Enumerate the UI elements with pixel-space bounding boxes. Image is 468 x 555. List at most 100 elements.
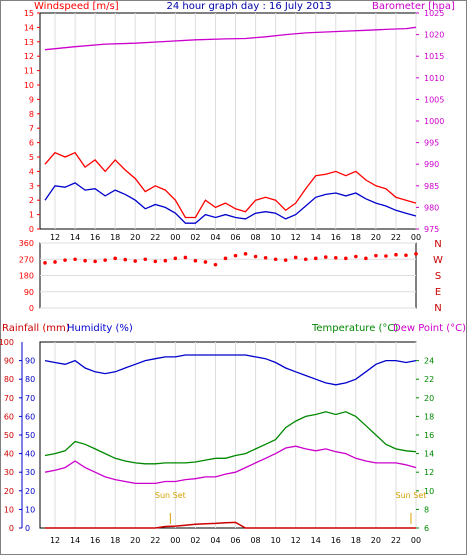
bottom-x-tick: 04 xyxy=(210,536,220,545)
temperature-axis-label: Temperature (°C) xyxy=(311,323,398,334)
bottom-x-tick: 18 xyxy=(110,536,120,545)
direction-point xyxy=(103,258,107,262)
bottom-x-tick: 18 xyxy=(351,536,361,545)
bottom-x-tick: 22 xyxy=(391,536,401,545)
wind-x-tick: 22 xyxy=(150,233,160,242)
direction-point xyxy=(364,256,368,261)
wind-series-2-line xyxy=(44,26,417,51)
humidity-tick: 80 xyxy=(25,375,35,384)
direction-point xyxy=(43,261,47,265)
humidity-tick: 90 xyxy=(25,357,35,366)
direction-point xyxy=(213,262,218,267)
bottom-x-tick: 20 xyxy=(371,536,381,545)
bottom-x-tick: 10 xyxy=(271,536,281,545)
rainfall-tick: 90 xyxy=(4,357,14,366)
wind-x-tick: 12 xyxy=(50,233,60,242)
windspeed-tick: 14 xyxy=(24,23,34,32)
windspeed-tick: 13 xyxy=(24,38,34,47)
direction-point xyxy=(233,253,238,258)
barometer-tick: 990 xyxy=(424,160,439,169)
direction-point xyxy=(243,252,248,256)
bottom-x-tick: 12 xyxy=(291,536,301,545)
direction-point xyxy=(283,258,288,262)
temperature-tick: 14 xyxy=(424,450,434,459)
barometer-tick: 1020 xyxy=(424,31,444,40)
direction-point xyxy=(253,254,258,259)
wind-x-tick: 02 xyxy=(190,233,200,242)
windspeed-tick: 5 xyxy=(29,153,34,162)
temperature-tick: 16 xyxy=(424,431,434,440)
bottom-x-tick: 12 xyxy=(50,536,60,545)
humidity-tick: 20 xyxy=(25,487,35,496)
barometer-tick: 1010 xyxy=(424,74,444,83)
rainfall-tick: 50 xyxy=(4,431,14,440)
windspeed-tick: 11 xyxy=(24,67,34,76)
bottom-x-tick: 16 xyxy=(90,536,100,545)
humidity-tick: 30 xyxy=(25,468,35,477)
barometer-tick: 1000 xyxy=(424,117,444,126)
direction-tick-labels: 0 90 180 270 360 xyxy=(19,239,34,313)
direction-point xyxy=(333,256,338,260)
compass-label: S xyxy=(435,271,441,282)
temperature-tick: 22 xyxy=(424,375,434,384)
wind-x-tick: 00 xyxy=(170,233,180,242)
wind-x-tick: 16 xyxy=(331,233,341,242)
direction-point xyxy=(293,255,298,260)
windspeed-tick: 15 xyxy=(24,9,34,18)
windspeed-tick: 6 xyxy=(29,139,34,148)
rainfall-tick: 40 xyxy=(4,450,14,459)
direction-point xyxy=(73,257,77,262)
wind-x-tick: 18 xyxy=(110,233,120,242)
direction-point xyxy=(414,252,418,256)
bottom-x-tick: 14 xyxy=(311,536,321,545)
windspeed-tick: 0 xyxy=(29,225,34,234)
wind-x-tick: 00 xyxy=(411,233,421,242)
wind-series-1-line xyxy=(44,182,417,224)
humidity-line xyxy=(44,354,417,386)
humidity-axis-label: Humidity (%) xyxy=(67,323,133,334)
direction-point xyxy=(303,257,308,262)
barometer-tick: 1015 xyxy=(424,52,444,61)
direction-point xyxy=(273,257,278,262)
rainfall-tick: 100 xyxy=(0,338,14,347)
bottom-x-tick: 06 xyxy=(230,536,240,545)
bottom-x-tick: 02 xyxy=(190,536,200,545)
direction-point xyxy=(223,256,228,261)
direction-point xyxy=(63,258,67,262)
bottom-x-tick: 08 xyxy=(250,536,260,545)
humidity-tick: 0 xyxy=(25,524,30,533)
wind-x-tick-labels: 12 14 16 18 20 22 00 02 04 06 08 10 12 14 16 18 20 22 00 xyxy=(50,233,421,242)
windspeed-tick: 8 xyxy=(29,110,34,119)
temperature-line xyxy=(44,411,417,465)
rainfall-tick: 0 xyxy=(9,524,14,533)
temperature-tick: 8 xyxy=(424,505,429,514)
barometer-axis-label: Barometer [hpa] xyxy=(372,1,455,12)
direction-point xyxy=(93,259,97,264)
sunset-label: Sun Set xyxy=(155,491,186,500)
wind-x-tick: 22 xyxy=(391,233,401,242)
windspeed-tick: 10 xyxy=(24,81,34,90)
direction-point xyxy=(183,255,188,260)
bottom-x-tick-labels: 12 14 16 18 20 22 00 02 04 06 08 10 12 14 16 18 20 22 00 xyxy=(50,536,421,545)
direction-tick: 90 xyxy=(24,288,34,297)
humidity-tick: 50 xyxy=(25,431,35,440)
rainfall-tick-labels: 0 10 20 30 40 50 60 70 80 90 100 xyxy=(0,338,14,533)
direction-point xyxy=(173,256,178,261)
compass-label: E xyxy=(435,287,441,298)
rainfall-tick: 70 xyxy=(4,394,14,403)
rainfall-axis-label: Rainfall (mm) xyxy=(2,323,70,334)
dew-point-line xyxy=(44,445,417,485)
graph-title: 24 hour graph day : 16 July 2013 xyxy=(166,1,331,12)
wind-x-tick: 20 xyxy=(130,233,140,242)
barometer-tick-labels: 975 980 985 990 995 1000 1005 1010 1015 1020 1025 xyxy=(416,9,444,234)
direction-tick: 180 xyxy=(19,272,34,281)
direction-point xyxy=(323,255,328,259)
direction-tick: 270 xyxy=(19,255,34,264)
wind-x-tick: 14 xyxy=(311,233,321,242)
compass-label: N xyxy=(434,303,441,314)
direction-point xyxy=(193,258,198,263)
